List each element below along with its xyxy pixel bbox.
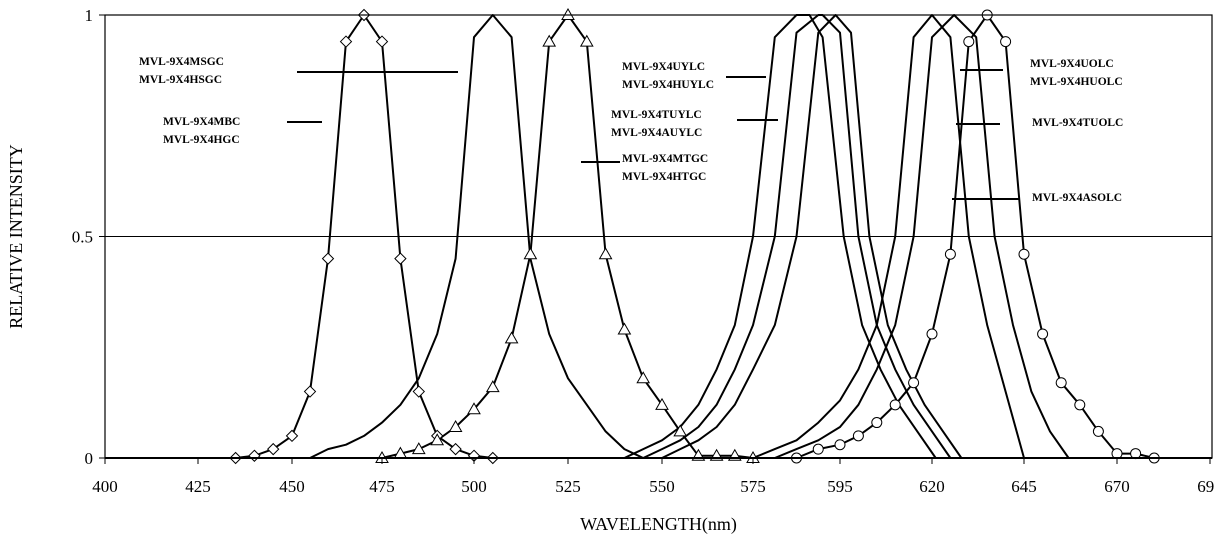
annotation-label: MVL-9X4TUYLC [611, 109, 702, 121]
triangle-marker [485, 380, 500, 393]
x-tick-label: 695 [1197, 477, 1215, 496]
x-tick-label: 450 [279, 477, 305, 496]
circle-marker [1018, 248, 1030, 260]
x-tick-label: 620 [919, 477, 945, 496]
triangle-marker [411, 442, 426, 455]
x-tick-label: 525 [555, 477, 581, 496]
triangle-marker [542, 34, 557, 47]
series-line-591 [642, 14, 952, 459]
circle-marker [963, 36, 975, 48]
triangle-marker [467, 402, 481, 415]
diamond-marker [303, 385, 317, 398]
diamond-marker [449, 442, 462, 456]
circle-marker [889, 399, 901, 411]
y-tick-label: 0 [85, 449, 94, 468]
annotation-label: MVL-9X4HUYLC [622, 79, 714, 91]
diamond-marker [394, 252, 407, 265]
circle-marker [926, 328, 938, 340]
circle-marker [834, 439, 846, 451]
diamond-marker [375, 35, 389, 48]
annotation-label: MVL-9X4HUOLC [1030, 76, 1123, 88]
circle-marker [871, 417, 883, 429]
annotation-label: MVL-9X4HGC [163, 134, 240, 146]
annotation-label: MVL-9X4TUOLC [1032, 117, 1123, 129]
annotation-label: MVL-9X4HSGC [139, 74, 222, 86]
x-tick-label: 595 [827, 477, 853, 496]
circle-marker [1037, 328, 1049, 340]
triangle-marker [523, 247, 538, 260]
marker-layer [229, 7, 1160, 465]
y-axis-title: RELATIVE INTENSITY [6, 144, 26, 328]
annotation-label: MVL-9X4MBC [163, 116, 240, 128]
circle-marker [1000, 36, 1012, 48]
triangle-marker [561, 7, 575, 20]
series-line-505 [309, 14, 644, 459]
circle-marker [812, 443, 824, 455]
annotation-label: MVL-9X4MTGC [622, 153, 708, 165]
annotation-label: MVL-9X4HTGC [622, 171, 706, 183]
circle-marker [908, 377, 920, 389]
diamond-marker [248, 449, 261, 462]
triangle-marker [504, 331, 519, 344]
diamond-marker [339, 35, 353, 48]
annotation-label: MVL-9X4ASOLC [1032, 192, 1122, 204]
triangle-marker [598, 247, 613, 260]
axis-layer: 400 425 450 475 500 525 550 575 595 620 645 670 695 0… [72, 6, 1215, 496]
series-line-626 [774, 14, 1070, 459]
x-tick-label: 400 [92, 477, 118, 496]
x-tick-label: 550 [649, 477, 675, 496]
annotation-label: MVL-9X4UOLC [1030, 58, 1114, 70]
annotation-label: MVL-9X4AUYLC [611, 127, 702, 139]
annotation-label: MVL-9X4MSGC [139, 56, 224, 68]
x-axis-title: WAVELENGTH(nm) [580, 514, 737, 535]
annotation-layer: MVL-9X4MSGC MVL-9X4HSGC MVL-9X4MBC MVL-9X4H… [139, 56, 1123, 204]
circle-marker [944, 248, 956, 260]
x-tick-label: 425 [185, 477, 211, 496]
diamond-marker [285, 429, 299, 443]
y-tick-label: 1 [85, 6, 94, 25]
circle-marker [1074, 399, 1086, 411]
triangle-marker [655, 397, 669, 410]
diamond-marker [321, 252, 335, 265]
series-line-588 [623, 14, 937, 459]
y-tick-label: 0.5 [72, 228, 93, 247]
annotation-label: MVL-9X4UYLC [622, 61, 705, 73]
triangle-marker [617, 322, 632, 335]
x-tick-label: 500 [461, 477, 487, 496]
diamond-marker [412, 385, 426, 398]
circle-marker [1092, 425, 1104, 437]
triangle-marker [430, 433, 445, 446]
triangle-marker [673, 424, 688, 437]
triangle-marker [636, 371, 651, 384]
diamond-marker [266, 442, 280, 456]
triangle-marker [579, 34, 594, 47]
x-tick-label: 645 [1011, 477, 1037, 496]
circle-marker [1055, 377, 1067, 389]
x-tick-label: 575 [740, 477, 766, 496]
x-tick-label: 475 [369, 477, 395, 496]
circle-marker [852, 430, 864, 442]
series-line-620 [752, 14, 1025, 459]
x-tick-label: 670 [1104, 477, 1130, 496]
triangle-marker [448, 419, 463, 432]
